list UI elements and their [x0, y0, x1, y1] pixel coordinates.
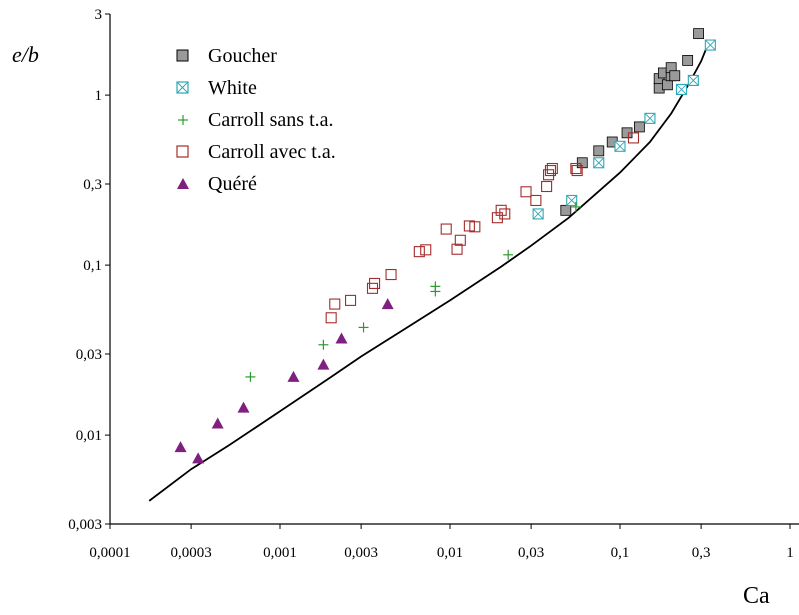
- point-white-cross-b: [566, 195, 578, 206]
- y-axis-label: e/b: [12, 42, 39, 67]
- point-carroll-avec-t-a: [627, 132, 640, 144]
- point-carroll-avec-t-a: [499, 208, 511, 220]
- point-carroll-avec-t-a: [344, 294, 357, 306]
- point-carroll-avec-t-a: [570, 162, 582, 175]
- x-tick-label: 0,1: [611, 545, 630, 561]
- legend-item-white: White: [172, 72, 336, 104]
- point-carroll-avec-t-a: [520, 186, 532, 198]
- point-carroll-avec-t-a: [385, 268, 397, 281]
- point-carroll-avec-t-a: [469, 221, 481, 233]
- y-tick-label: 1: [95, 88, 103, 104]
- point-qu-r: [335, 332, 348, 344]
- point-carroll-avec-t-a: [543, 169, 555, 181]
- point-qu-r: [287, 370, 300, 382]
- point-goucher: [661, 79, 673, 91]
- open-square-marker-icon: [176, 145, 189, 158]
- point-white-cross-b: [688, 75, 699, 86]
- x-axis-label: Ca: [743, 583, 770, 609]
- point-carroll-avec-t-a: [451, 243, 463, 255]
- plus-marker-icon: [178, 115, 188, 125]
- y-tick-label: 0,1: [83, 258, 102, 274]
- x-tick-label: 0,0001: [89, 545, 130, 561]
- x-tick-label: 0,01: [437, 545, 463, 561]
- legend-label-carroll-avec: Carroll avec t.a.: [208, 140, 336, 163]
- point-qu-r: [317, 358, 330, 370]
- legend-label-quere: Quéré: [208, 172, 257, 195]
- legend: Goucher White Carroll sans t.a. Carroll …: [172, 40, 336, 200]
- point-white-cross-b: [644, 113, 656, 124]
- point-carroll-avec-t-a: [571, 164, 583, 177]
- point-carroll-avec-t-a: [530, 194, 542, 207]
- point-white-cross-b: [705, 39, 716, 51]
- point-carroll-avec-t-a: [440, 223, 452, 235]
- point-carroll-avec-t-a: [369, 277, 381, 290]
- point-carroll-avec-t-a: [495, 204, 507, 216]
- point-qu-r: [192, 452, 205, 464]
- x-tick-label: 0,03: [518, 545, 544, 561]
- point-goucher: [633, 121, 645, 133]
- point-carroll-avec-t-a: [420, 244, 432, 256]
- point-carroll-avec-t-a: [325, 312, 337, 324]
- point-goucher: [560, 204, 572, 216]
- crossed-square-marker-icon: [176, 81, 189, 94]
- triangle-marker-icon: [177, 178, 189, 189]
- point-qu-r: [381, 298, 394, 310]
- point-white-cross-b: [614, 140, 626, 152]
- y-tick-label: 0,01: [76, 428, 102, 444]
- point-goucher: [593, 145, 605, 157]
- legend-label-carroll-sans: Carroll sans t.a.: [208, 108, 334, 131]
- point-white-cross-b: [676, 84, 687, 95]
- x-tick-label: 0,0003: [170, 545, 211, 561]
- theory-curve: [148, 43, 709, 502]
- point-qu-r: [211, 417, 224, 429]
- y-tick-label: 0,03: [76, 347, 102, 363]
- point-carroll-avec-t-a: [541, 180, 553, 193]
- x-tick-label: 0,001: [263, 545, 297, 561]
- gray-square-marker-icon: [176, 49, 189, 62]
- x-tick-label: 0,3: [692, 545, 711, 561]
- legend-item-carroll-avec: Carroll avec t.a.: [172, 136, 336, 168]
- point-goucher: [682, 55, 694, 66]
- legend-label-white: White: [208, 76, 257, 99]
- point-white-cross-b: [532, 208, 544, 220]
- point-goucher: [693, 28, 705, 40]
- legend-item-goucher: Goucher: [172, 40, 336, 72]
- point-carroll-avec-t-a: [544, 164, 557, 177]
- point-qu-r: [237, 401, 250, 413]
- point-qu-r: [174, 441, 187, 453]
- point-carroll-avec-t-a: [454, 234, 466, 246]
- y-tick-label: 0,3: [83, 177, 102, 193]
- legend-item-quere: Quéré: [172, 168, 336, 200]
- x-tick-label: 1: [786, 545, 794, 561]
- point-carroll-avec-t-a: [546, 162, 558, 175]
- point-white-cross-b: [593, 157, 605, 169]
- x-tick-label: 0,003: [344, 545, 378, 561]
- y-tick-label: 0,003: [68, 517, 102, 533]
- point-goucher: [669, 70, 681, 82]
- legend-item-carroll-sans: Carroll sans t.a.: [172, 104, 336, 136]
- point-carroll-avec-t-a: [329, 298, 341, 310]
- point-carroll-avec-t-a: [413, 246, 425, 258]
- point-carroll-avec-t-a: [491, 212, 503, 224]
- y-tick-label: 3: [95, 7, 103, 23]
- legend-label-goucher: Goucher: [208, 44, 277, 67]
